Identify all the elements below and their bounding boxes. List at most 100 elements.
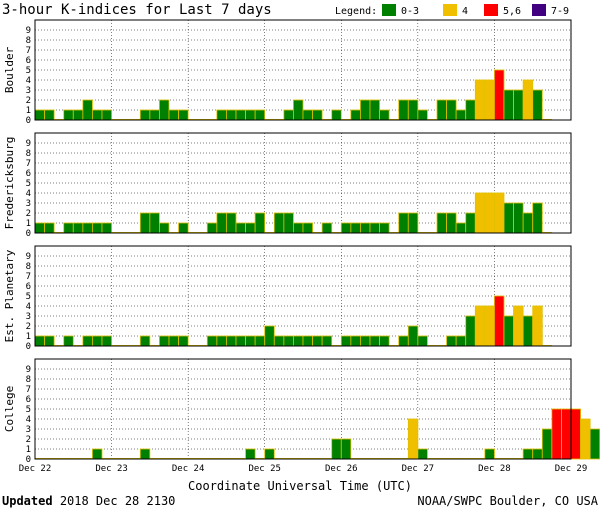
k-index-bar (34, 222, 45, 234)
panel-frame (34, 245, 572, 347)
x-tick-label: Dec 27 (402, 464, 435, 474)
panel-frame (34, 19, 572, 121)
k-index-bar (178, 109, 189, 121)
y-tick-label: 7 (26, 46, 31, 56)
k-index-bar (455, 222, 467, 234)
y-tick-label: 8 (26, 375, 31, 385)
x-axis: Dec 22 Dec 23 Dec 24 Dec 25 Dec 26 Dec 27 Dec … (19, 464, 588, 474)
y-tick-label: 0 (26, 342, 31, 352)
legend: Legend: 0-3 4 5,6 7-9 (335, 4, 569, 17)
k-index-bar (273, 335, 285, 347)
k-index-bar (44, 109, 55, 121)
k-index-bar (206, 335, 218, 347)
k-index-bar (82, 99, 93, 121)
k-index-bar (226, 212, 237, 234)
y-tick-label: 4 (26, 415, 31, 425)
k-index-bar (283, 212, 294, 234)
y-tick-label: 1 (26, 106, 31, 116)
k-index-bar (522, 79, 534, 121)
k-index-bar (63, 109, 74, 121)
k-index-bar (455, 335, 467, 347)
k-index-bar (532, 448, 543, 460)
x-tick-label: Dec 25 (248, 464, 281, 474)
y-tick-label: 5 (26, 179, 31, 189)
k-index-bar (484, 79, 495, 121)
k-index-bar (532, 202, 543, 234)
legend-swatch (532, 4, 546, 16)
footer-source: NOAA/SWPC Boulder, CO USA (417, 494, 598, 508)
k-index-bar (522, 448, 534, 460)
k-index-bar (484, 448, 495, 460)
x-axis-title: Coordinate Universal Time (UTC) (188, 479, 412, 493)
k-index-bar (216, 109, 227, 121)
k-index-bar (407, 99, 419, 121)
y-tick-label: 3 (26, 312, 31, 322)
k-index-bar (379, 222, 390, 234)
x-tick-label: Dec 22 (19, 464, 52, 474)
k-index-bar (360, 99, 371, 121)
k-index-bar (474, 305, 486, 347)
k-index-bar (254, 109, 266, 121)
k-index-bar (159, 222, 170, 234)
k-index-bar (350, 222, 361, 234)
k-index-bar (92, 109, 103, 121)
y-tick-label: 4 (26, 302, 31, 312)
y-tick-label: 1 (26, 219, 31, 229)
k-index-bar (369, 222, 380, 234)
x-tick-label: Dec 29 (555, 464, 588, 474)
k-index-bar (63, 335, 74, 347)
y-tick-label: 7 (26, 272, 31, 282)
y-tick-label: 9 (26, 252, 31, 262)
k-index-bar (92, 335, 103, 347)
k-index-bar (168, 109, 179, 121)
k-index-bar (293, 222, 304, 234)
k-index-bar (513, 202, 524, 234)
k-index-bar (379, 335, 390, 347)
k-index-bar (82, 335, 93, 347)
k-index-bar (34, 335, 45, 347)
k-index-bar (417, 335, 428, 347)
k-index-bar (551, 408, 562, 460)
k-index-bar (589, 428, 600, 460)
y-tick-label: 2 (26, 96, 31, 106)
k-index-bar (273, 212, 285, 234)
k-index-bar (302, 222, 313, 234)
k-index-bar (503, 89, 514, 121)
chart-title: 3-hour K-indices for Last 7 days (2, 2, 272, 18)
y-tick-label: 1 (26, 332, 31, 342)
y-tick-label: 8 (26, 36, 31, 46)
k-index-bar (465, 212, 476, 234)
k-index-bar (417, 448, 428, 460)
y-tick-label: 6 (26, 56, 31, 66)
y-tick-label: 5 (26, 405, 31, 415)
y-tick-label: 4 (26, 76, 31, 86)
panel-ylabel: College (3, 386, 16, 432)
k-index-bar (513, 305, 524, 347)
k-index-bar (149, 109, 160, 121)
k-index-bar (72, 222, 84, 234)
k-index-bar (321, 335, 333, 347)
y-tick-label: 2 (26, 435, 31, 445)
k-index-bar (465, 315, 476, 347)
k-index-bar (494, 295, 505, 347)
legend-item-label: 7-9 (551, 6, 569, 17)
k-index-bar (302, 335, 313, 347)
k-index-bar (446, 99, 457, 121)
k-index-bar (82, 222, 93, 234)
k-index-bar (283, 109, 294, 121)
y-tick-label: 6 (26, 169, 31, 179)
k-index-bar (331, 109, 342, 121)
y-tick-label: 7 (26, 159, 31, 169)
y-tick-label: 1 (26, 445, 31, 455)
k-index-bar (360, 335, 371, 347)
x-tick-label: Dec 23 (95, 464, 128, 474)
k-index-bar (293, 99, 304, 121)
k-index-bar (235, 222, 246, 234)
k-index-bar (245, 448, 256, 460)
k-index-bar (398, 212, 409, 234)
k-index-bar (264, 448, 275, 460)
